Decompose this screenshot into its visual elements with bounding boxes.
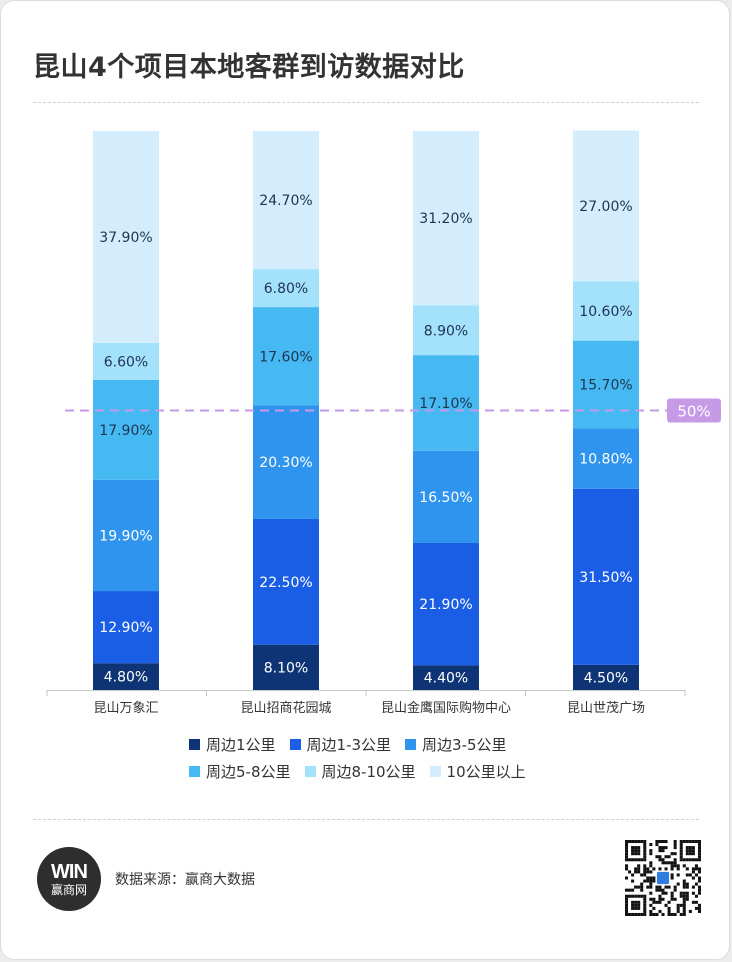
bar-segment: [573, 130, 639, 282]
bar-segment: [573, 488, 639, 665]
legend-item: 周边5-8公里: [189, 761, 291, 782]
chart-legend: 周边1公里 周边1-3公里 周边3-5公里 周边5-8公里 周边8-10公里 10公里以…: [189, 731, 569, 785]
legend-swatch: [289, 739, 301, 750]
bar-segment: [253, 269, 319, 308]
x-tick-label: 昆山万象汇: [93, 701, 158, 716]
data-label: 20.30%: [259, 455, 312, 471]
legend-label: 10公里以上: [446, 763, 526, 781]
data-label: 24.70%: [259, 193, 312, 209]
reference-label: 50%: [677, 403, 710, 421]
bar-segment: [253, 518, 319, 645]
bar-segment: [413, 542, 479, 666]
data-label: 31.50%: [579, 570, 632, 586]
reference-badge: [667, 398, 721, 423]
bar-segment: [93, 591, 159, 664]
legend-swatch: [429, 766, 441, 777]
x-tick-label: 昆山金鹰国际购物中心: [381, 700, 511, 716]
bar-segment: [93, 131, 159, 343]
legend-row: 周边1公里 周边1-3公里 周边3-5公里: [189, 731, 569, 758]
data-label: 6.60%: [104, 354, 148, 370]
legend-label: 周边8-10公里: [321, 763, 416, 781]
bar-segment: [413, 450, 479, 543]
top-divider: [33, 102, 699, 103]
bar-segment: [93, 663, 159, 690]
x-tick-label: 昆山招商花园城: [240, 700, 331, 716]
legend-item: 周边1-3公里: [289, 734, 392, 755]
bar-segment: [413, 355, 479, 451]
bar-segment: [573, 281, 639, 341]
stacked-bar-chart: 4.80% 12.90% 19.90% 17.90% 6.60% 37.90% 8.10% 2…: [46, 130, 721, 716]
data-label: 21.90%: [419, 597, 472, 613]
data-label: 27.00%: [579, 199, 632, 215]
bar-segment: [93, 479, 159, 592]
data-label: 4.40%: [424, 671, 468, 687]
data-label: 31.20%: [419, 211, 472, 227]
bar-segment: [93, 342, 159, 380]
data-label: 17.90%: [99, 423, 152, 439]
x-tick-label: 昆山世茂广场: [567, 701, 645, 716]
data-label: 19.90%: [99, 528, 152, 544]
legend-swatch: [189, 739, 200, 750]
logo-mark: WIN: [51, 861, 88, 883]
bar-segment: [253, 644, 319, 690]
data-label: 17.10%: [419, 396, 472, 412]
data-label: 8.10%: [264, 660, 308, 676]
data-label: 37.90%: [99, 230, 152, 246]
data-label: 15.70%: [579, 378, 632, 394]
data-label: 8.90%: [424, 323, 468, 339]
bar-segment: [573, 340, 639, 429]
bar-segment: [573, 428, 639, 489]
bar-segment: [253, 405, 319, 519]
legend-item: 周边3-5公里: [405, 734, 507, 755]
legend-item: 周边8-10公里: [304, 761, 416, 782]
bar-segment: [573, 664, 639, 690]
data-label: 12.90%: [99, 620, 152, 636]
data-label: 4.50%: [584, 670, 628, 686]
bottom-divider: [33, 819, 699, 820]
legend-label: 周边1-3公里: [306, 736, 392, 754]
data-label: 17.60%: [259, 349, 312, 365]
legend-swatch: [405, 739, 417, 750]
chart-title: 昆山4个项目本地客群到访数据对比: [33, 52, 465, 83]
legend-swatch: [189, 766, 200, 777]
data-label: 10.60%: [579, 304, 632, 320]
bar-segment: [413, 131, 479, 306]
qr-code-icon: [625, 840, 701, 916]
legend-swatch: [304, 766, 316, 777]
legend-item: 10公里以上: [429, 761, 526, 782]
winshang-logo: WIN 赢商网: [37, 847, 101, 911]
bar-segment: [253, 307, 319, 406]
bar-segment: [253, 131, 319, 270]
legend-label: 周边5-8公里: [206, 763, 291, 781]
legend-row: 周边5-8公里 周边8-10公里 10公里以上: [189, 758, 569, 785]
bar-segment: [413, 665, 479, 690]
legend-item: 周边1公里: [189, 734, 276, 755]
legend-label: 周边1公里: [206, 736, 276, 754]
bar-segment: [93, 379, 159, 480]
bar-segment: [413, 305, 479, 356]
data-label: 6.80%: [264, 281, 308, 297]
data-label: 4.80%: [104, 670, 148, 686]
data-label: 16.50%: [419, 490, 472, 506]
data-source-note: 数据来源：赢商大数据: [115, 872, 255, 888]
data-label: 10.80%: [579, 452, 632, 468]
legend-label: 周边3-5公里: [422, 736, 507, 754]
data-label: 22.50%: [259, 575, 312, 591]
logo-text: 赢商网: [50, 883, 87, 897]
